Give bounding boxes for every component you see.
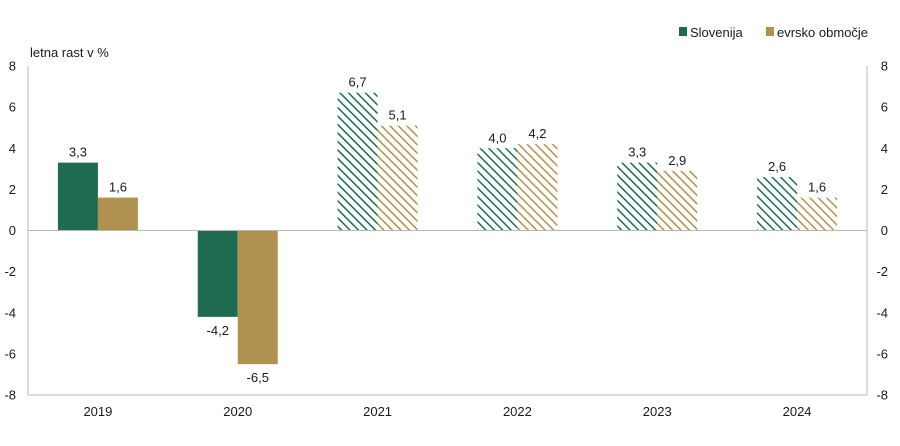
y-ticks-right: 8 6 4 2 0 -2 -4 -6 -8 — [876, 59, 888, 403]
y-tick-left: -4 — [4, 305, 16, 320]
data-label-evrsko-obmocje-2022: 4,2 — [528, 126, 546, 141]
y-tick-left: -8 — [4, 388, 16, 403]
y-tick-right: 6 — [881, 100, 888, 115]
data-label-slovenija-2019: 3,3 — [69, 145, 87, 160]
legend-label-slovenija: Slovenija — [690, 25, 744, 40]
y-tick-right: -8 — [876, 388, 888, 403]
bar-slovenija-2023 — [617, 162, 658, 231]
y-tick-left: -2 — [4, 264, 16, 279]
y-axis-title: letna rast v % — [30, 45, 109, 60]
data-labels: 3,3 1,6 -4,2 -6,5 6,7 5,1 4,0 4,2 3,3 2,9 2,6 1,6 — [69, 75, 826, 385]
y-tick-right: -6 — [876, 346, 888, 361]
y-ticks-left: 8 6 4 2 0 -2 -4 -6 -8 — [4, 59, 16, 403]
data-label-evrsko-obmocje-2023: 2,9 — [668, 153, 686, 168]
bar-slovenija-2021 — [337, 92, 378, 231]
bar-slovenija-2019 — [57, 162, 98, 231]
x-category-label: 2023 — [643, 404, 672, 419]
bar-slovenija-2022 — [477, 148, 518, 231]
legend-label-evrsko-obmocje: evrsko območje — [777, 25, 868, 40]
x-category-label: 2021 — [363, 404, 392, 419]
legend-swatch-slovenija — [679, 27, 687, 36]
y-tick-left: 0 — [9, 223, 16, 238]
x-category-label: 2019 — [83, 404, 112, 419]
data-label-slovenija-2022: 4,0 — [488, 130, 506, 145]
legend: Slovenija evrsko območje — [679, 25, 868, 40]
data-label-slovenija-2020: -4,2 — [207, 323, 229, 338]
data-label-slovenija-2021: 6,7 — [349, 75, 367, 90]
x-category-label: 2022 — [503, 404, 532, 419]
y-tick-right: -4 — [876, 305, 888, 320]
y-tick-left: 6 — [9, 100, 16, 115]
bar-evrsko-obmocje-2023 — [657, 170, 698, 231]
data-label-evrsko-obmocje-2019: 1,6 — [109, 180, 127, 195]
y-tick-left: 2 — [9, 182, 16, 197]
bar-slovenija-2020 — [197, 230, 238, 317]
category-labels: 2019 2020 2021 2022 2023 2024 — [83, 404, 811, 419]
x-category-label: 2024 — [783, 404, 812, 419]
y-tick-right: 4 — [881, 141, 888, 156]
data-label-evrsko-obmocje-2021: 5,1 — [389, 108, 407, 123]
bar-evrsko-obmocje-2021 — [377, 125, 418, 231]
bar-evrsko-obmocje-2024 — [797, 197, 838, 231]
y-tick-right: -2 — [876, 264, 888, 279]
data-label-evrsko-obmocje-2020: -6,5 — [247, 370, 269, 385]
data-label-slovenija-2024: 2,6 — [768, 159, 786, 174]
y-tick-right: 2 — [881, 182, 888, 197]
bar-evrsko-obmocje-2020 — [237, 230, 278, 365]
data-label-evrsko-obmocje-2024: 1,6 — [808, 180, 826, 195]
legend-swatch-evrsko-obmocje — [766, 27, 774, 36]
x-category-label: 2020 — [223, 404, 252, 419]
bar-evrsko-obmocje-2022 — [517, 144, 558, 231]
y-tick-right: 8 — [881, 59, 888, 74]
bar-evrsko-obmocje-2019 — [97, 197, 138, 231]
y-tick-left: 4 — [9, 141, 16, 156]
data-label-slovenija-2023: 3,3 — [628, 145, 646, 160]
y-tick-right: 0 — [881, 223, 888, 238]
y-tick-left: -6 — [4, 346, 16, 361]
y-tick-left: 8 — [9, 59, 16, 74]
bar-slovenija-2024 — [757, 177, 798, 231]
bars — [57, 92, 838, 365]
